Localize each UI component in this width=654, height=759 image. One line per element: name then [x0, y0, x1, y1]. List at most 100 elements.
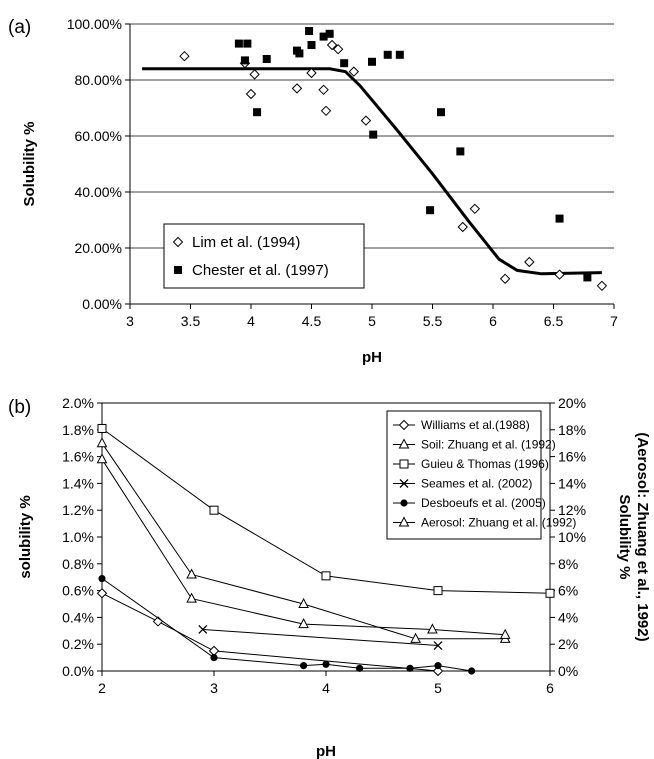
- y-right-tick-label: 0%: [558, 663, 578, 679]
- x-tick-label: 3.5: [181, 313, 201, 329]
- panel-b-label: (b): [8, 397, 31, 418]
- chester-point: [307, 41, 316, 49]
- y-right-tick-label: 18%: [558, 422, 586, 438]
- series-point-2: [545, 588, 555, 598]
- y-right-tick-label: 20%: [558, 395, 586, 411]
- legend-label: Aerosol: Zhuang et al. (1992): [421, 516, 576, 530]
- lim-point: [457, 221, 468, 233]
- y-tick-label: 40.00%: [75, 184, 122, 200]
- lim-point: [245, 88, 257, 100]
- series-point-5: [499, 628, 511, 639]
- series-point-1: [410, 632, 421, 643]
- legend-box: [386, 410, 542, 540]
- series-point-4: [406, 664, 414, 672]
- legend-label: Guieu & Thomas (1996): [421, 457, 549, 471]
- series-line-0: [101, 592, 439, 672]
- series-point-1: [186, 568, 197, 579]
- y-axis-label: solubility %: [17, 495, 34, 578]
- lim-point: [318, 84, 329, 96]
- y-tick-label: 1.2%: [62, 502, 94, 518]
- legend-label: Lim et al. (1994): [192, 234, 300, 251]
- series-point-1: [298, 597, 309, 608]
- y-right-axis-label-line2: (Aerosol: Zhuang et al., 1992): [634, 432, 651, 641]
- series-point-4: [468, 667, 476, 675]
- chester-point: [436, 108, 445, 117]
- series-point-5: [96, 453, 108, 464]
- y-right-tick-label: 12%: [558, 502, 586, 518]
- x-axis-label: pH: [362, 349, 382, 366]
- y-tick-label: 2.0%: [62, 395, 94, 411]
- series-point-5: [298, 618, 309, 629]
- series-point-4: [300, 662, 308, 670]
- lim-point: [524, 256, 535, 268]
- x-tick-label: 2: [98, 680, 106, 696]
- y-tick-label: 60.00%: [75, 128, 122, 144]
- y-right-axis-label-line1: Solubility %: [616, 494, 633, 579]
- lim-point: [554, 269, 565, 280]
- lim-point: [348, 66, 360, 77]
- y-right-tick-label: 2%: [558, 636, 578, 652]
- series-point-2: [321, 571, 331, 581]
- chester-point: [240, 56, 249, 65]
- x-tick-label: 4.5: [302, 313, 322, 329]
- x-tick-label: 4: [247, 313, 255, 329]
- y-tick-label: 0.8%: [62, 556, 94, 572]
- legend-label: Soil: Zhuang et al. (1992): [421, 438, 556, 452]
- legend-marker: [174, 266, 182, 274]
- legend-marker: [398, 419, 410, 431]
- chester-point: [555, 214, 564, 223]
- series-point-4: [98, 574, 106, 583]
- legend-marker: [399, 479, 409, 488]
- y-tick-label: 100.00%: [67, 16, 122, 32]
- y-tick-label: 1.0%: [62, 529, 94, 545]
- x-tick-label: 5.5: [423, 313, 443, 329]
- x-axis-label: pH: [316, 743, 336, 759]
- chester-point: [426, 206, 435, 215]
- y-tick-label: 1.4%: [62, 475, 94, 491]
- x-tick-label: 3: [210, 680, 218, 696]
- y-right-tick-label: 8%: [558, 556, 578, 572]
- series-point-1: [96, 437, 108, 448]
- y-right-tick-label: 6%: [558, 583, 578, 599]
- series-point-4: [356, 664, 364, 672]
- x-tick-label: 7: [610, 313, 618, 329]
- legend-label: Seames et al. (2002): [421, 477, 532, 491]
- series-point-4: [434, 662, 442, 670]
- chester-point: [369, 130, 378, 139]
- lim-point: [360, 115, 372, 126]
- series-point-4: [322, 660, 330, 668]
- chester-point: [253, 108, 262, 117]
- panel-a-label: (a): [8, 17, 31, 38]
- chester-point: [583, 273, 592, 282]
- lim-point: [320, 105, 332, 117]
- y-tick-label: 20.00%: [75, 240, 122, 256]
- chester-point: [319, 32, 328, 41]
- x-tick-label: 4: [322, 680, 330, 696]
- series-point-0: [96, 588, 108, 599]
- x-tick-label: 6: [546, 680, 554, 696]
- lim-point: [179, 50, 190, 62]
- series-point-2: [209, 505, 219, 515]
- legend-label: Williams et al.(1988): [421, 418, 530, 432]
- chester-point: [295, 49, 304, 58]
- series-point-2: [97, 423, 107, 433]
- y-right-tick-label: 16%: [558, 449, 586, 465]
- series-point-4: [210, 654, 218, 662]
- chester-point: [383, 50, 392, 59]
- legend-label: Desboeufs et al. (2005): [421, 496, 546, 510]
- series-point-0: [432, 665, 444, 677]
- x-tick-label: 6: [489, 313, 497, 329]
- y-tick-label: 0.00%: [82, 296, 122, 312]
- chester-point: [234, 39, 243, 48]
- chester-point: [340, 59, 349, 68]
- chester-point: [325, 29, 334, 38]
- series-point-5: [427, 623, 438, 634]
- y-right-tick-label: 10%: [558, 529, 586, 545]
- series-line-4: [101, 578, 472, 672]
- series-point-3: [198, 625, 208, 634]
- y-tick-label: 0.4%: [62, 609, 94, 625]
- series-line-3: [202, 629, 439, 646]
- legend-marker: [398, 516, 410, 527]
- y-tick-label: 0.6%: [62, 583, 94, 599]
